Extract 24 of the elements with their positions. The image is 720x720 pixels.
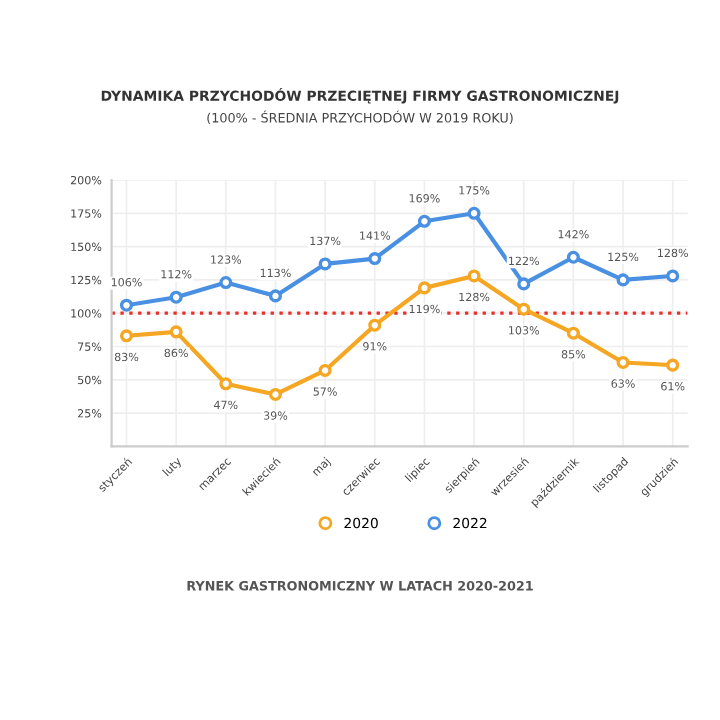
point xyxy=(318,257,332,271)
point xyxy=(666,358,680,372)
point xyxy=(268,387,282,401)
point xyxy=(368,318,382,332)
point xyxy=(119,329,134,343)
point xyxy=(566,250,580,264)
point xyxy=(467,269,481,283)
point xyxy=(467,206,481,220)
point xyxy=(666,269,680,283)
point xyxy=(169,290,183,304)
point xyxy=(119,298,134,312)
point xyxy=(219,377,233,391)
point xyxy=(517,277,531,291)
point xyxy=(318,363,332,378)
point xyxy=(566,326,580,340)
point xyxy=(616,273,630,287)
point xyxy=(417,281,431,295)
point xyxy=(517,302,531,316)
point xyxy=(368,252,382,266)
point xyxy=(616,355,630,370)
point xyxy=(219,276,233,290)
point xyxy=(268,289,282,303)
point xyxy=(417,214,431,228)
point xyxy=(169,325,183,339)
